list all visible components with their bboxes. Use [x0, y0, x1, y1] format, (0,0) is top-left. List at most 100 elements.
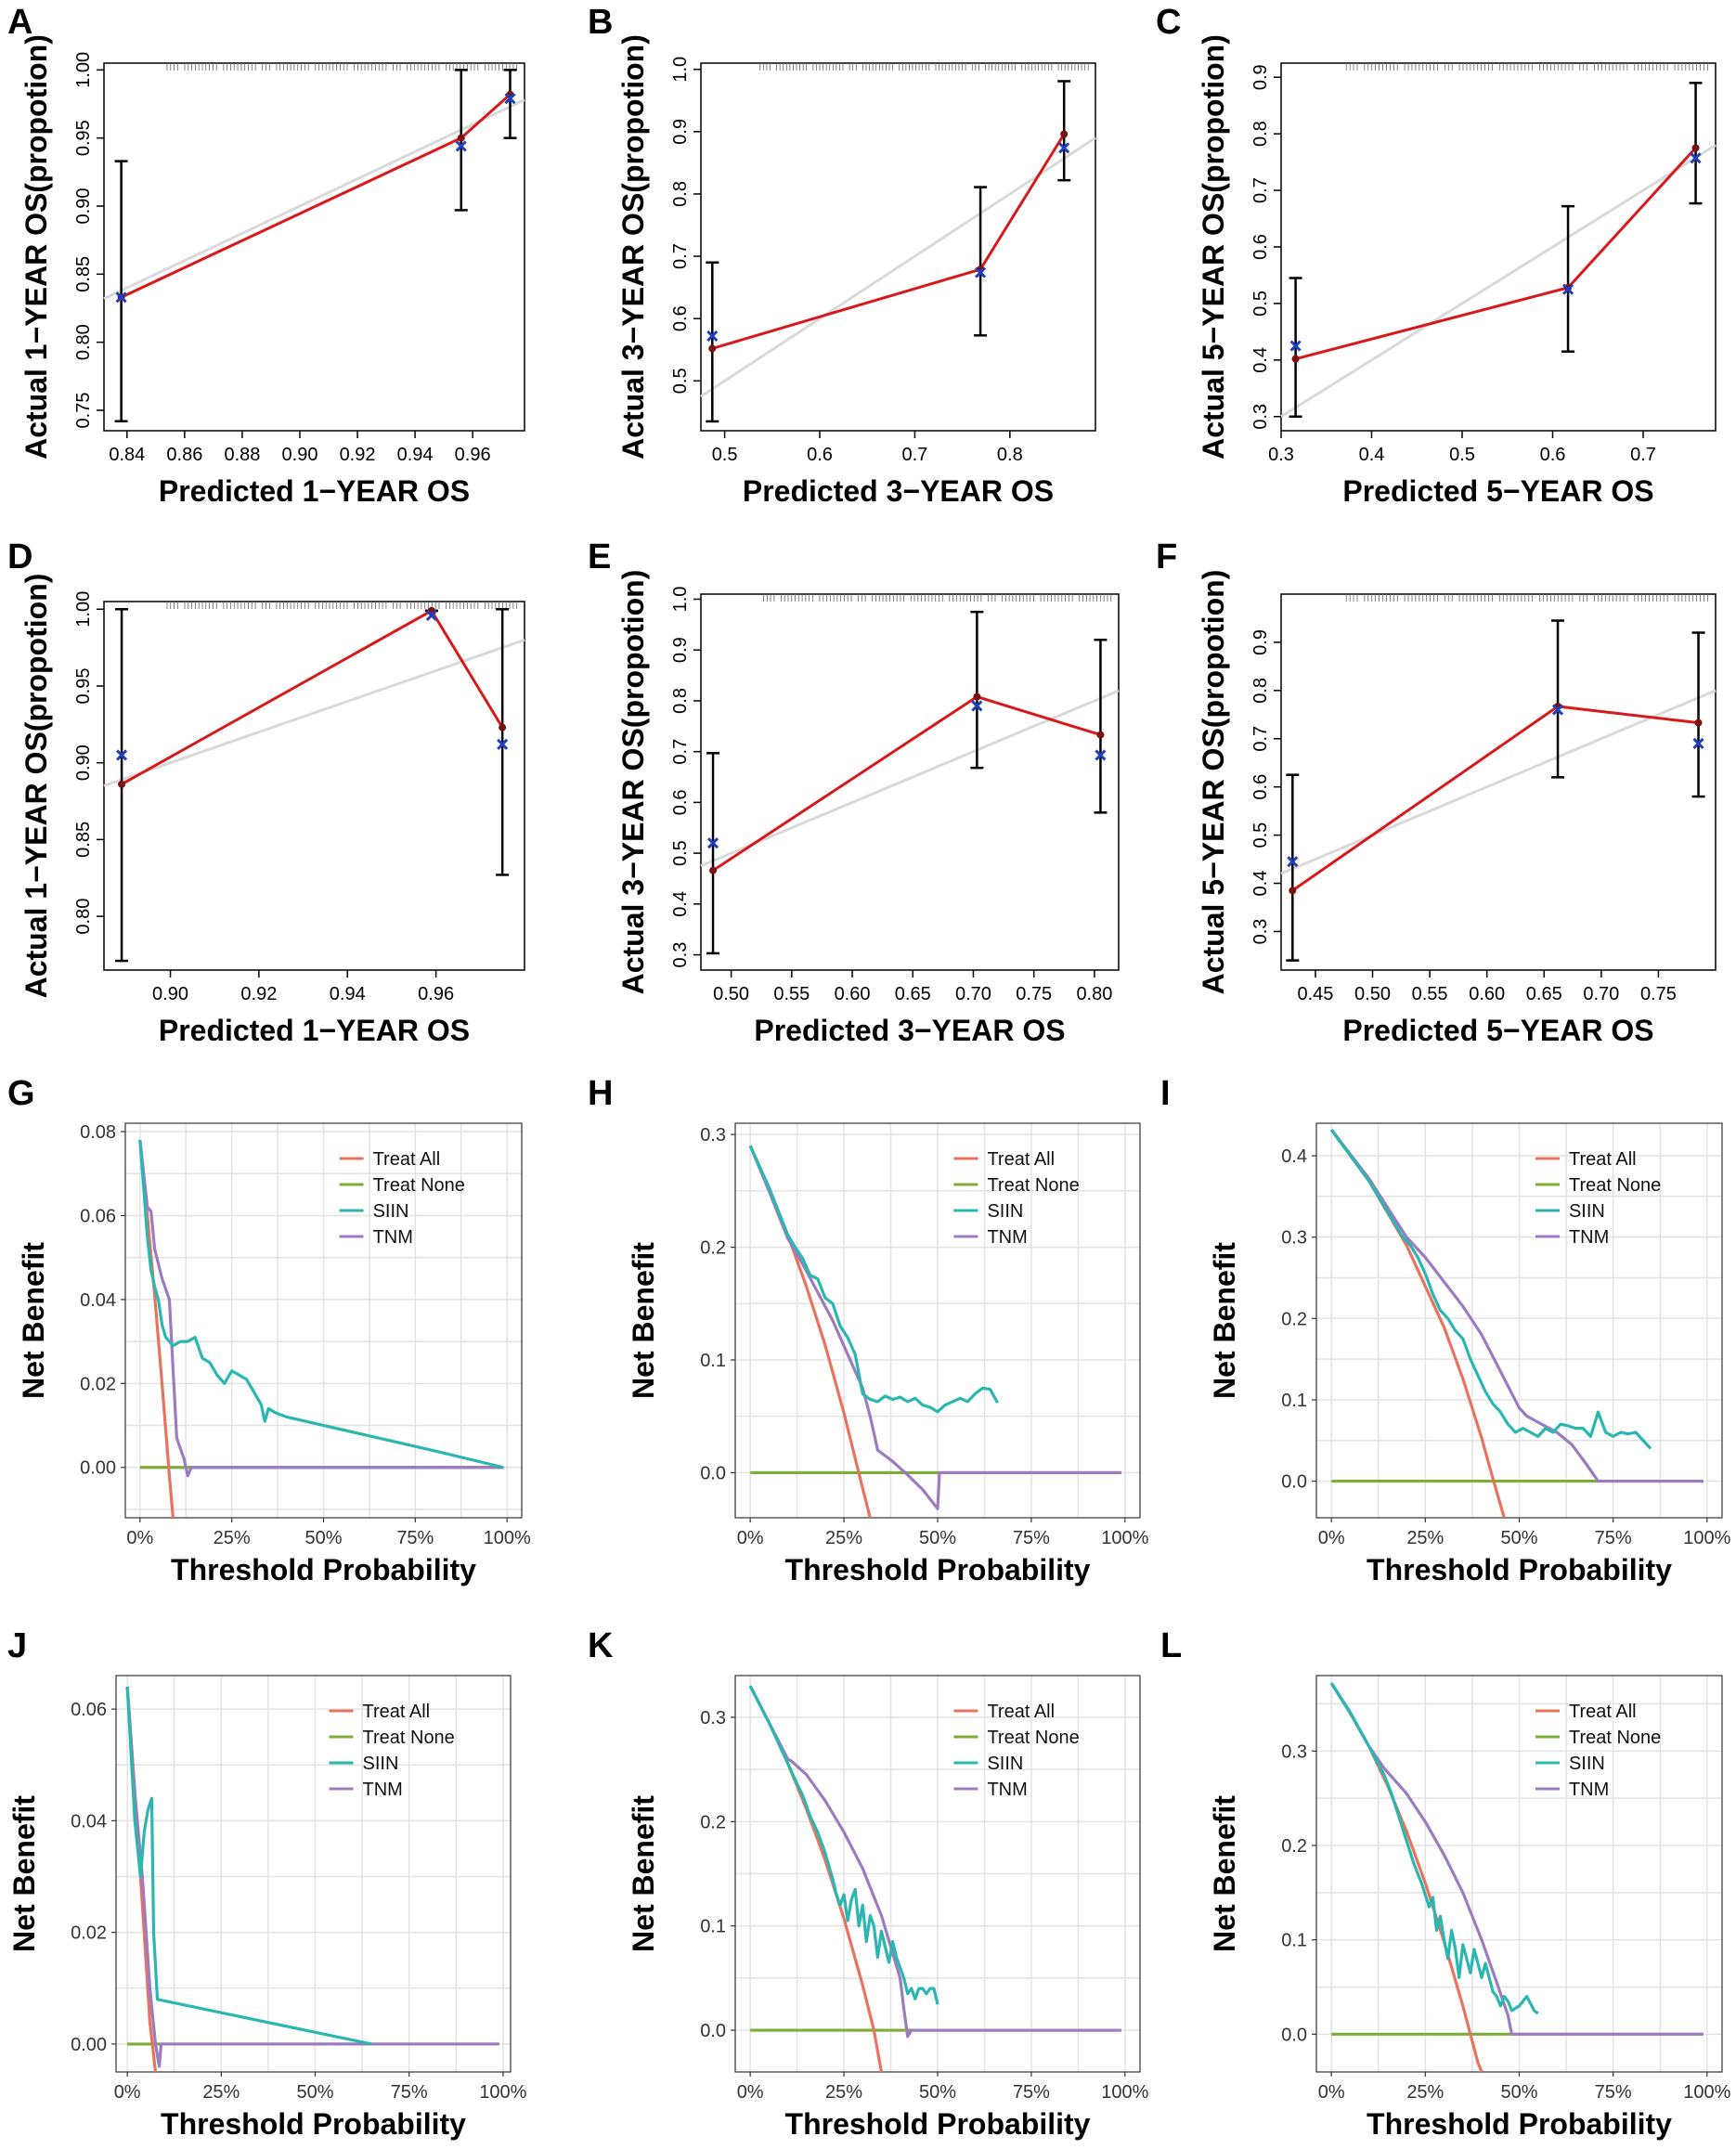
bias-corrected-mark [1692, 737, 1704, 750]
calibration-line [120, 93, 512, 299]
y-tick-label: 0.3 [1250, 919, 1271, 945]
legend-label: Treat None [1569, 1728, 1661, 1748]
panel-i: I Treat All Treat None SIIN TNM 0% 25% 50% 75% 10… [1160, 1074, 1731, 1586]
x-tick-label: 0.50 [713, 984, 749, 1004]
y-tick-label: 0.3 [700, 1125, 726, 1146]
y-tick-label: 0.6 [1250, 774, 1271, 800]
y-tick-label: 0.8 [1250, 121, 1271, 147]
x-tick-label: 75% [1013, 2082, 1050, 2103]
x-tick-label: 50% [919, 2082, 956, 2103]
x-tick-label: 0.55 [773, 984, 810, 1004]
errorbar-3 [496, 608, 510, 876]
series-line-siin [138, 1139, 504, 1469]
y-tick-label: 0.04 [71, 1811, 107, 1832]
x-tick-label: 0.75 [1016, 984, 1052, 1004]
x-tick-label: 0% [737, 2082, 764, 2103]
errorbar-2 [970, 610, 984, 770]
panel-c: C 0.3 0.4 0.5 0.6 0.7 0.3 0.4 0.5 0.6 0.7 0.8 0.9 Pre… [1156, 3, 1717, 508]
x-tick-label: 0.94 [330, 984, 366, 1004]
x-tick-label: 50% [297, 2082, 334, 2103]
y-axis-title: Net Benefit [17, 1242, 50, 1399]
y-tick-label: 0.1 [1281, 1391, 1307, 1411]
x-tick-label: 100% [1101, 1528, 1148, 1548]
x-axis-title: Predicted 3−YEAR OS [754, 1014, 1065, 1047]
panel-letter: I [1160, 1074, 1171, 1113]
observed-point [1096, 731, 1105, 739]
y-tick-label: 1.0 [670, 57, 691, 83]
x-axis-title: Predicted 1−YEAR OS [159, 474, 470, 508]
series-line-treat-all [1329, 1682, 1483, 2072]
bias-corrected-mark [455, 140, 467, 152]
y-tick-label: 0.0 [700, 2021, 726, 2041]
x-tick-label: 25% [214, 1528, 251, 1548]
series-line-siin [125, 1686, 372, 2046]
x-axis-title: Predicted 1−YEAR OS [159, 1014, 470, 1047]
errorbar-3 [1094, 639, 1108, 814]
panel-d: D 0.90 0.92 0.94 0.96 0.80 0.85 0.90 0.95 1.00 Pre… [7, 537, 525, 1047]
y-axis-title: Actual 1−YEAR OS(propotion) [19, 34, 53, 460]
legend-label: Treat All [1569, 1149, 1637, 1170]
y-tick-label: 0.06 [71, 1700, 107, 1720]
bias-corrected-mark [115, 291, 127, 304]
x-tick-label: 0.55 [1412, 984, 1448, 1004]
x-axis-title: Threshold Probability [171, 1553, 476, 1586]
legend-label: Treat All [987, 1149, 1055, 1170]
errorbar-3 [1689, 82, 1703, 205]
x-tick-label: 0% [1318, 1528, 1345, 1548]
x-tick-label: 50% [919, 1528, 956, 1548]
legend-label: Treat None [987, 1728, 1079, 1748]
ideal-line [1280, 144, 1717, 419]
y-tick-label: 0.5 [1250, 822, 1271, 848]
bias-corrected-mark [1562, 283, 1574, 295]
bias-corrected-mark [706, 837, 719, 849]
y-tick-label: 0.9 [1250, 64, 1271, 90]
y-tick-label: 0.75 [73, 393, 94, 429]
y-tick-label: 0.2 [700, 1238, 726, 1259]
y-axis-title: Actual 1−YEAR OS(propotion) [19, 574, 53, 999]
panel-letter: H [588, 1074, 613, 1113]
y-tick-label: 0.85 [73, 822, 94, 858]
x-tick-label: 0.60 [1469, 984, 1505, 1004]
y-tick-label: 0.0 [1281, 2025, 1307, 2045]
x-tick-label: 0.96 [418, 984, 454, 1004]
y-tick-label: 0.4 [670, 891, 691, 917]
calibration-line [121, 608, 504, 786]
bias-corrected-mark [1058, 142, 1070, 154]
legend-label: Treat All [1569, 1702, 1637, 1722]
y-tick-label: 0.02 [80, 1374, 116, 1394]
y-tick-label: 0.8 [1250, 678, 1271, 704]
x-axis-title: Predicted 3−YEAR OS [743, 474, 1054, 508]
errorbar-2 [1561, 204, 1575, 353]
x-tick-label: 100% [1683, 2082, 1730, 2103]
y-tick-label: 1.00 [73, 591, 94, 628]
rug-marks [1345, 63, 1708, 71]
legend-label: Treat None [1569, 1175, 1661, 1196]
observed-point [1691, 144, 1700, 152]
errorbar-2 [424, 606, 438, 621]
x-tick-label: 25% [202, 2082, 240, 2103]
y-axis-title: Net Benefit [627, 1795, 660, 1952]
bias-corrected-mark [504, 93, 516, 105]
errorbar-2 [1551, 619, 1565, 779]
panel-letter: K [588, 1626, 614, 1665]
x-tick-label: 0.80 [1076, 984, 1112, 1004]
y-tick-label: 0.80 [73, 899, 94, 935]
x-tick-label: 25% [1406, 1528, 1444, 1548]
panel-letter: G [7, 1074, 35, 1113]
x-tick-label: 0.70 [1583, 984, 1619, 1004]
x-tick-label: 0.65 [1526, 984, 1562, 1004]
rug-marks [763, 594, 1112, 602]
x-tick-label: 0.90 [282, 445, 318, 465]
y-tick-label: 0.5 [670, 840, 691, 866]
y-tick-label: 0.90 [73, 744, 94, 781]
x-tick-label: 0.75 [1640, 984, 1677, 1004]
observed-point [1289, 887, 1297, 895]
y-axis-title: Net Benefit [7, 1795, 41, 1952]
observed-point [1694, 718, 1703, 727]
x-tick-label: 0% [126, 1528, 153, 1548]
errorbar-1 [1286, 773, 1300, 962]
legend-label: TNM [373, 1227, 413, 1248]
y-tick-label: 0.8 [670, 181, 691, 207]
x-tick-label: 75% [396, 1528, 434, 1548]
